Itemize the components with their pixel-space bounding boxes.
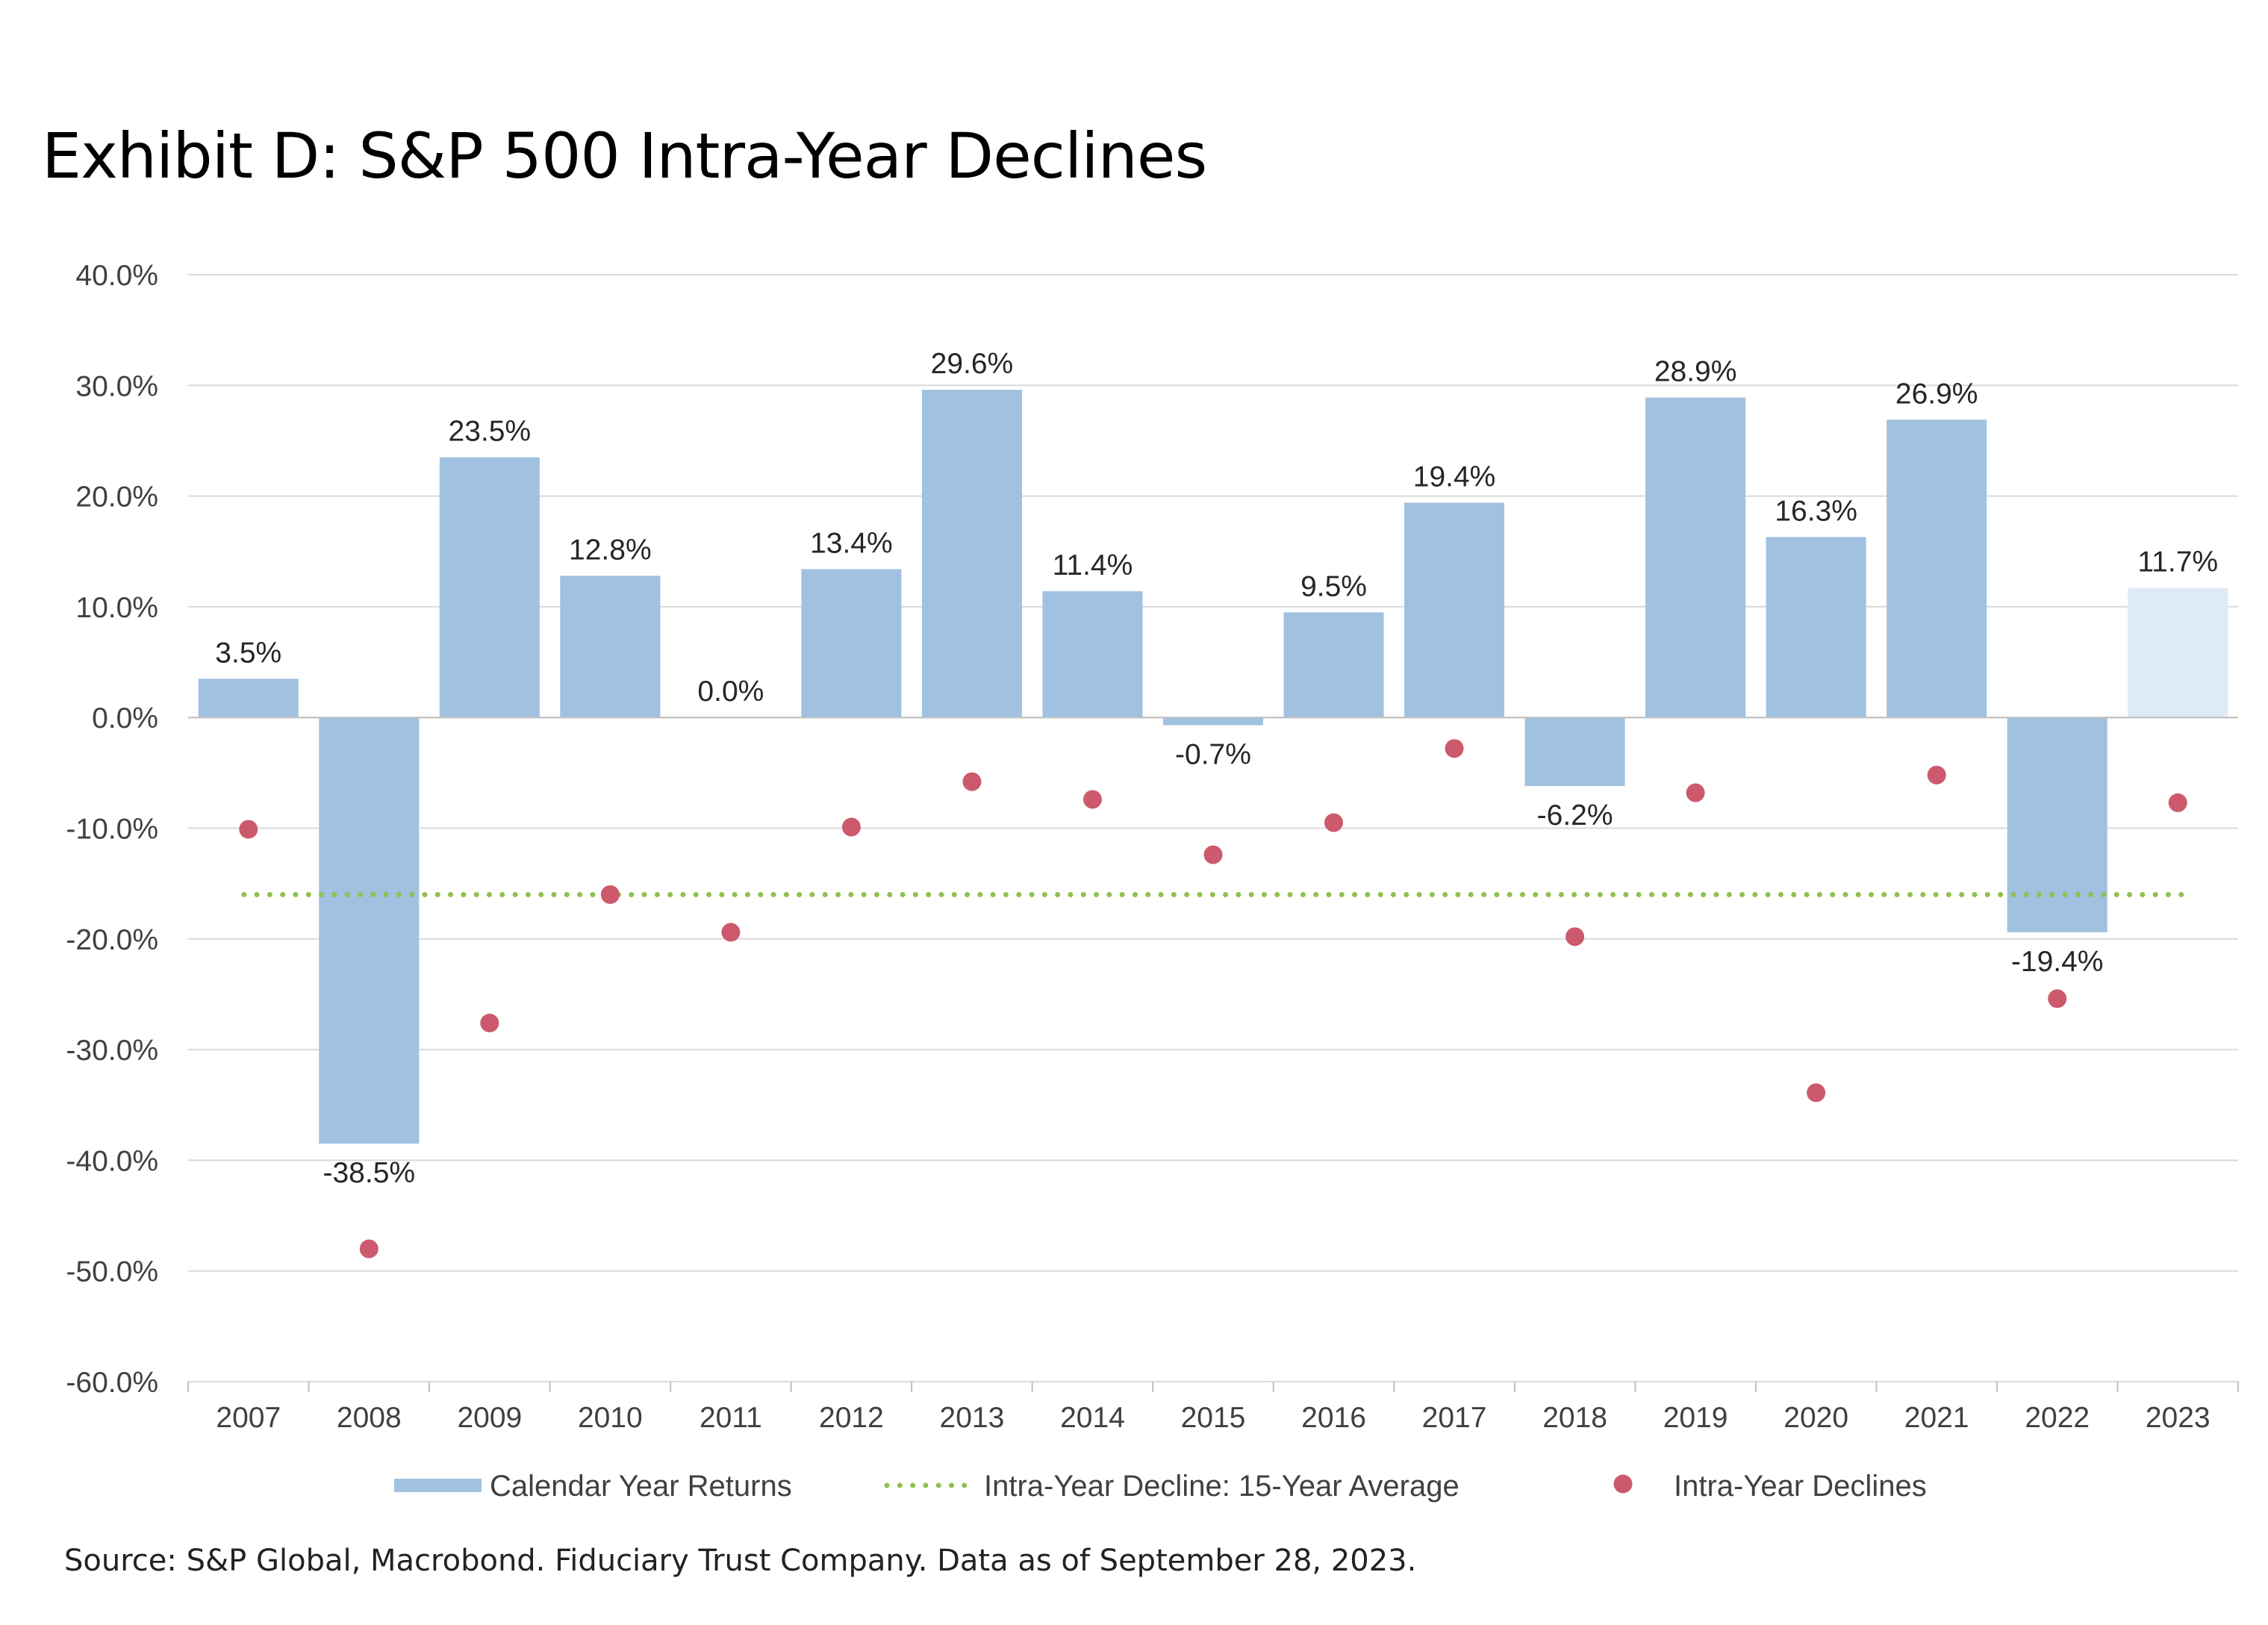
- bar-2019: [1645, 397, 1746, 718]
- y-tick-label: -20.0%: [66, 924, 158, 956]
- bar-2009: [439, 457, 540, 718]
- x-tick-label: 2021: [1904, 1402, 1969, 1434]
- decline-dot-2014: [1082, 790, 1102, 809]
- bar-2013: [921, 390, 1022, 718]
- data-label-2018: -6.2%: [1537, 799, 1613, 832]
- y-tick-label: 40.0%: [75, 260, 158, 292]
- data-label-2009: 23.5%: [449, 416, 532, 448]
- bar-2022: [2007, 717, 2107, 932]
- bar-data-labels: 3.5% -38.5% 23.5% 12.8% 0.0% 13.4% 29.6% 11.4% -…: [215, 348, 2218, 1189]
- zero-axis: [187, 717, 2239, 1392]
- x-tick-label: 2018: [1542, 1402, 1607, 1434]
- data-label-2020: 16.3%: [1775, 495, 1857, 527]
- bar-2016: [1283, 612, 1384, 718]
- decline-dot-2017: [1445, 739, 1464, 758]
- x-tick-label: 2016: [1301, 1402, 1366, 1434]
- decline-dot-2012: [841, 817, 861, 837]
- x-tick-label: 2009: [457, 1402, 522, 1434]
- data-label-2011: 0.0%: [697, 676, 764, 708]
- data-label-2007: 3.5%: [215, 637, 281, 669]
- data-label-2021: 26.9%: [1895, 378, 1978, 410]
- x-tick-label: 2013: [940, 1402, 1005, 1434]
- legend-bar-swatch: [394, 1479, 482, 1492]
- bar-2021: [1887, 419, 1987, 718]
- x-tick-label: 2007: [216, 1402, 281, 1434]
- data-label-2014: 11.4%: [1053, 549, 1133, 581]
- legend: Calendar Year Returns Intra-Year Decline:…: [394, 1470, 1927, 1503]
- data-label-2012: 13.4%: [810, 527, 893, 559]
- bar-2017: [1404, 502, 1505, 718]
- bar-2008: [319, 717, 420, 1144]
- decline-dot-2007: [239, 820, 258, 839]
- bar-2015: [1162, 717, 1264, 726]
- data-label-2015: -0.7%: [1175, 739, 1251, 771]
- bar-2023: [2128, 587, 2228, 718]
- decline-dot-2009: [480, 1014, 499, 1033]
- bar-2018: [1524, 717, 1625, 787]
- x-tick-label: 2012: [819, 1402, 884, 1434]
- data-label-2017: 19.4%: [1413, 461, 1496, 493]
- decline-dot-2010: [600, 885, 620, 904]
- bar-2010: [560, 576, 661, 718]
- x-tick-label: 2019: [1663, 1402, 1728, 1434]
- data-label-2008: -38.5%: [323, 1157, 416, 1189]
- data-label-2013: 29.6%: [931, 348, 1014, 380]
- legend-label-declines: Intra-Year Declines: [1674, 1470, 1927, 1503]
- y-tick-label: -30.0%: [66, 1035, 158, 1067]
- y-tick-label: 20.0%: [75, 481, 158, 514]
- data-label-2019: 28.9%: [1654, 356, 1737, 388]
- decline-dot-2020: [1807, 1083, 1826, 1102]
- decline-dot-2013: [962, 772, 982, 791]
- y-axis-ticks: 40.0% 30.0% 20.0% 10.0% 0.0% -10.0% -20.0% -30.…: [66, 260, 158, 1399]
- legend-label-average: Intra-Year Decline: 15-Year Average: [984, 1470, 1459, 1503]
- y-tick-label: -40.0%: [66, 1145, 158, 1177]
- data-label-2023: 11.7%: [2137, 546, 2218, 578]
- decline-dot-2021: [1927, 765, 1946, 785]
- y-tick-label: 30.0%: [75, 370, 158, 402]
- y-tick-label: -10.0%: [66, 814, 158, 846]
- x-tick-label: 2020: [1783, 1402, 1848, 1434]
- y-tick-label: 10.0%: [75, 592, 158, 624]
- data-label-2022: -19.4%: [2011, 946, 2104, 978]
- data-label-2010: 12.8%: [569, 534, 652, 566]
- decline-dot-2019: [1686, 783, 1705, 802]
- decline-dot-2023: [2168, 793, 2187, 812]
- x-tick-label: 2023: [2146, 1402, 2211, 1434]
- y-tick-label: 0.0%: [92, 702, 158, 734]
- x-tick-label: 2022: [2025, 1402, 2090, 1434]
- x-tick-label: 2015: [1181, 1402, 1246, 1434]
- x-tick-label: 2010: [578, 1402, 643, 1434]
- decline-dot-2016: [1324, 813, 1344, 832]
- legend-dot-swatch: [1613, 1474, 1633, 1494]
- chart-title: Exhibit D: S&P 500 Intra-Year Declines: [42, 119, 1207, 193]
- decline-dot-2022: [2048, 989, 2067, 1008]
- y-tick-label: -50.0%: [66, 1256, 158, 1288]
- bars: [198, 390, 2228, 1144]
- x-tick-label: 2008: [337, 1402, 402, 1434]
- data-label-2016: 9.5%: [1300, 570, 1367, 602]
- x-tick-label: 2011: [700, 1402, 762, 1434]
- bar-2007: [198, 679, 299, 718]
- decline-dot-2011: [721, 923, 741, 942]
- decline-dots: [239, 739, 2187, 1258]
- legend-label-returns: Calendar Year Returns: [490, 1470, 792, 1503]
- decline-dot-2008: [359, 1239, 378, 1258]
- bar-2020: [1766, 537, 1866, 718]
- bar-2012: [801, 569, 902, 718]
- decline-dot-2018: [1566, 927, 1585, 946]
- y-tick-label: -60.0%: [66, 1367, 158, 1399]
- x-axis-ticks: 2007 2008 2009 2010 2011 2012 2013 2014 2015 2016…: [216, 1402, 2210, 1434]
- decline-dot-2015: [1203, 845, 1223, 864]
- x-tick-label: 2014: [1060, 1402, 1125, 1434]
- source-note: Source: S&P Global, Macrobond. Fiduciary…: [64, 1544, 1417, 1578]
- x-tick-label: 2017: [1422, 1402, 1487, 1434]
- bar-2014: [1042, 591, 1143, 718]
